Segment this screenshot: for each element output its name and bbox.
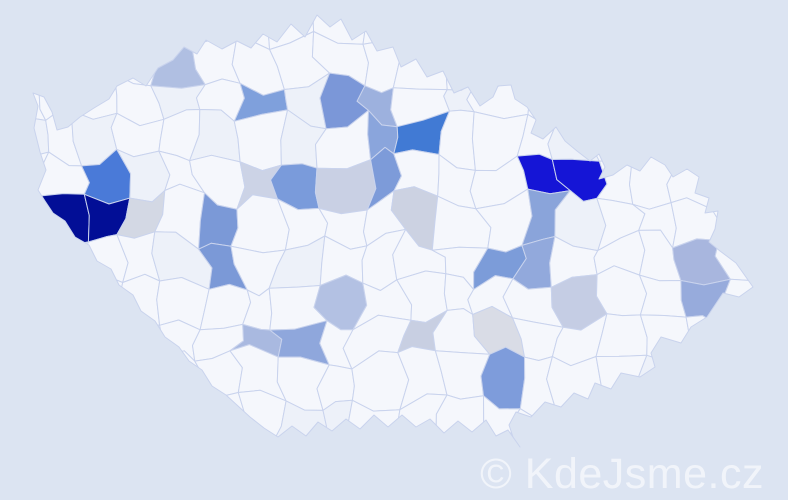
district-cell bbox=[236, 389, 287, 447]
district-cell bbox=[547, 109, 600, 162]
district-cell bbox=[595, 354, 648, 412]
district-cell bbox=[202, 388, 246, 445]
district-cell bbox=[38, 86, 79, 121]
district-cell bbox=[510, 408, 567, 447]
district-cell bbox=[392, 35, 448, 91]
kdejsme-watermark: © KdeJsme.cz bbox=[480, 449, 764, 498]
district-cell bbox=[34, 240, 89, 286]
district-cell bbox=[639, 274, 687, 318]
district-cell bbox=[233, 109, 289, 172]
national-border bbox=[32, 14, 754, 448]
district-cell bbox=[74, 274, 124, 330]
district-cell bbox=[685, 315, 726, 356]
district-cell bbox=[33, 193, 90, 247]
district-cell bbox=[680, 278, 731, 324]
district-cell bbox=[69, 73, 118, 120]
district-cell bbox=[119, 273, 161, 326]
district-cells bbox=[33, 15, 753, 447]
district-cell bbox=[586, 111, 640, 165]
